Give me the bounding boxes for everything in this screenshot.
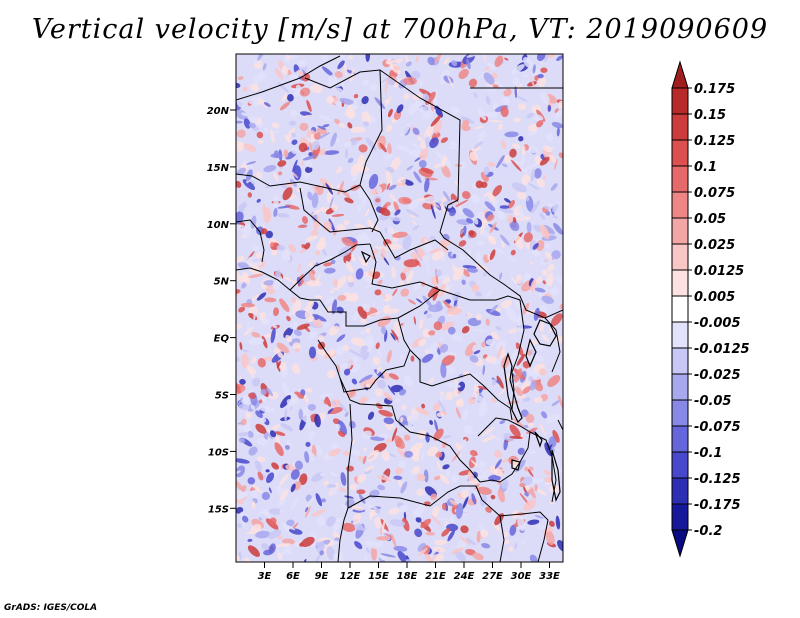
colorbar-swatch bbox=[671, 87, 689, 115]
lake-outlines bbox=[360, 250, 561, 502]
colorbar-label: 0.0125 bbox=[694, 264, 744, 279]
colorbar-label: 0.005 bbox=[694, 290, 735, 305]
lon-label: 12E bbox=[340, 571, 361, 582]
lon-label: 18E bbox=[397, 571, 418, 582]
colorbar-label: -0.025 bbox=[694, 368, 741, 383]
colorbar-label: 0.025 bbox=[694, 238, 735, 253]
colorbar-label: -0.005 bbox=[694, 316, 741, 331]
colorbar-swatch bbox=[671, 269, 689, 297]
colorbar-label: -0.175 bbox=[694, 498, 741, 513]
lon-label: 24E bbox=[454, 571, 475, 582]
colorbar-swatch bbox=[671, 217, 689, 245]
colorbar-swatch bbox=[671, 295, 689, 323]
colorbar-label: 0.05 bbox=[694, 212, 726, 227]
colorbar-label: -0.1 bbox=[694, 446, 722, 461]
lon-label: 33E bbox=[539, 571, 560, 582]
colorbar-swatch bbox=[671, 321, 689, 349]
colorbar-swatch bbox=[671, 347, 689, 375]
colorbar-label: 0.125 bbox=[694, 134, 735, 149]
lat-label: 20N bbox=[207, 106, 230, 117]
latitude-axis: 20N 15N 10N 5N EQ 5S 10S 15S bbox=[207, 106, 236, 515]
lon-label: 9E bbox=[315, 571, 329, 582]
colorbar-label: -0.05 bbox=[694, 394, 731, 409]
colorbar-swatch bbox=[671, 243, 689, 271]
colorbar-label: -0.2 bbox=[694, 524, 722, 539]
colorbar-swatch bbox=[671, 191, 689, 219]
lat-label: 10S bbox=[208, 447, 229, 458]
colorbar-swatch bbox=[671, 113, 689, 141]
lon-label: 27E bbox=[482, 571, 503, 582]
colorbar-swatch bbox=[671, 399, 689, 427]
lon-label: 3E bbox=[258, 571, 272, 582]
colorbar-label: 0.075 bbox=[694, 186, 735, 201]
map-title: Vertical velocity [m/s] at 700hPa, VT: 2… bbox=[31, 14, 769, 45]
lon-label: 21E bbox=[425, 571, 446, 582]
colorbar-cap-top bbox=[671, 60, 689, 89]
colorbar-swatch bbox=[671, 477, 689, 505]
velocity-field bbox=[236, 54, 563, 562]
colorbar-swatch bbox=[671, 425, 689, 453]
lat-label: 5N bbox=[214, 277, 230, 288]
lon-label: 15E bbox=[368, 571, 389, 582]
lat-label: 10N bbox=[207, 220, 230, 231]
map-frame bbox=[235, 53, 564, 563]
lon-label: 6E bbox=[286, 571, 300, 582]
lat-label: 5S bbox=[215, 391, 229, 402]
grads-credit: GrADS: IGES/COLA bbox=[4, 603, 98, 613]
lon-label: 30E bbox=[511, 571, 532, 582]
colorbar-swatch bbox=[671, 165, 689, 193]
colorbar-swatch bbox=[671, 373, 689, 401]
colorbar-label: -0.075 bbox=[694, 420, 741, 435]
longitude-axis: 3E 6E 9E 12E 15E 18E 21E 24E 27E 30E 33E bbox=[258, 562, 560, 582]
colorbar-swatch bbox=[671, 139, 689, 167]
colorbar: 0.175 0.15 0.125 0.1 0.075 0.05 0.025 0.0125 0.0… bbox=[671, 60, 750, 558]
colorbar-swatch bbox=[671, 451, 689, 479]
colorbar-label: 0.175 bbox=[694, 82, 735, 97]
colorbar-label: 0.15 bbox=[694, 108, 726, 123]
colorbar-swatch bbox=[671, 503, 689, 531]
colorbar-label: 0.1 bbox=[694, 160, 717, 175]
colorbar-label: -0.125 bbox=[694, 472, 741, 487]
lat-label: EQ bbox=[214, 334, 230, 345]
colorbar-cap-bottom bbox=[671, 529, 689, 558]
lat-label: 15S bbox=[208, 504, 229, 515]
country-borders bbox=[236, 55, 563, 562]
lat-label: 15N bbox=[207, 163, 230, 174]
colorbar-label: -0.0125 bbox=[694, 342, 750, 357]
